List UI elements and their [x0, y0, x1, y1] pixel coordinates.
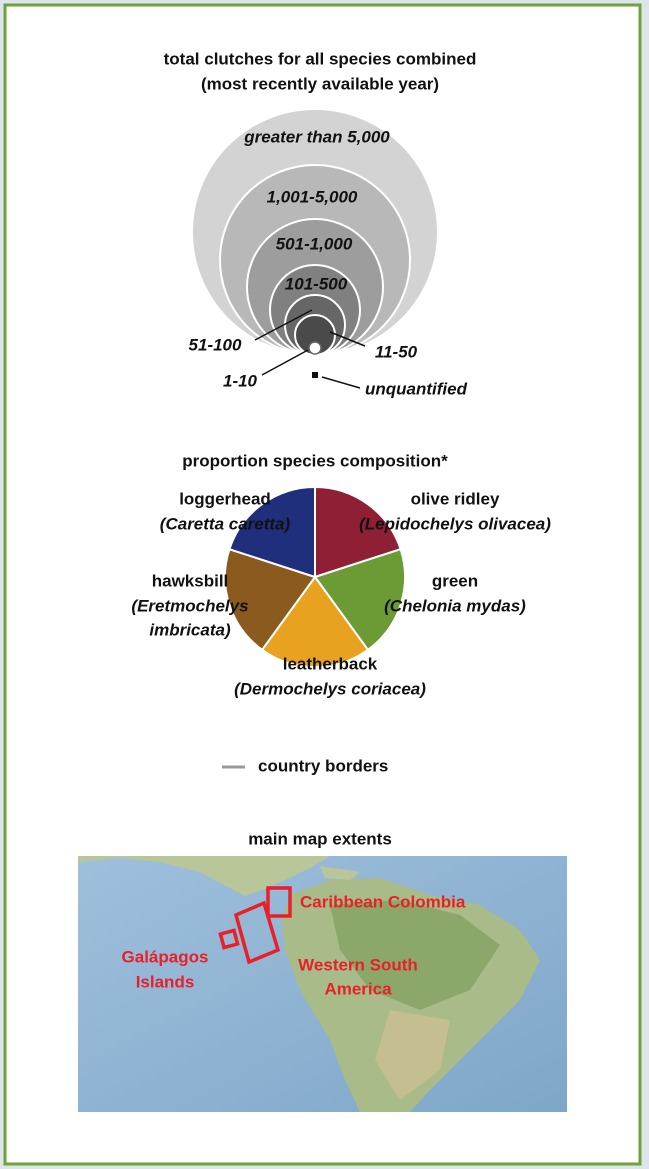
clutch-title: total clutches for all species combined [164, 49, 477, 68]
species-scientific: (Eretmochelys [131, 596, 248, 615]
species-scientific: (Chelonia mydas) [384, 596, 526, 615]
extent-label: Caribbean Colombia [300, 892, 466, 911]
extent-label: America [324, 979, 392, 998]
species-title: proportion species composition* [182, 451, 448, 470]
class-label: greater than 5,000 [243, 127, 390, 146]
class-label: 101-500 [285, 274, 348, 293]
class-label: unquantified [365, 379, 468, 398]
unquantified-mark [312, 372, 318, 378]
species-scientific: imbricata) [149, 620, 231, 639]
borders-label: country borders [258, 756, 388, 775]
extent-label: Galápagos [122, 947, 209, 966]
species-name: hawksbill [152, 571, 229, 590]
class-label: 1,001-5,000 [267, 187, 358, 206]
species-name: loggerhead [179, 489, 271, 508]
extent-label: Western South [298, 955, 418, 974]
extents-title: main map extents [248, 829, 392, 848]
class-label: 11-50 [375, 342, 418, 361]
clutch-subtitle: (most recently available year) [201, 74, 439, 93]
species-name: green [432, 571, 478, 590]
species-scientific: (Dermochelys coriacea) [234, 679, 426, 698]
extent-label: Islands [136, 972, 195, 991]
class-label: 1-10 [223, 371, 258, 390]
page: total clutches for all species combined … [0, 0, 649, 1169]
species-name: leatherback [283, 654, 378, 673]
legend: total clutches for all species combined … [0, 0, 649, 1169]
species-scientific: (Lepidochelys olivacea) [359, 514, 551, 533]
species-scientific: (Caretta caretta) [160, 514, 291, 533]
species-name: olive ridley [411, 489, 500, 508]
class-label: 51-100 [189, 335, 242, 354]
circle [309, 342, 321, 354]
class-label: 501-1,000 [276, 234, 353, 253]
